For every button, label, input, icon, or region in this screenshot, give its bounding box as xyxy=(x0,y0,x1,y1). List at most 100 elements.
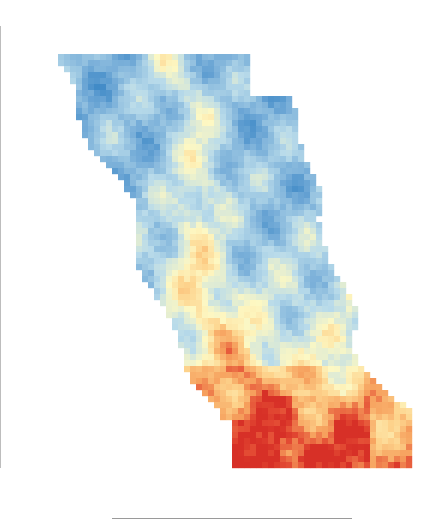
heatmap-cell xyxy=(250,270,257,277)
heatmap-cell xyxy=(142,180,149,187)
heatmap-cell xyxy=(178,240,185,247)
heatmap-cell xyxy=(244,216,251,223)
heatmap-cell xyxy=(76,96,83,103)
heatmap-cell xyxy=(178,324,185,331)
heatmap-cell xyxy=(238,420,245,427)
heatmap-cell xyxy=(226,156,233,163)
heatmap-cell xyxy=(214,180,221,187)
heatmap-cell xyxy=(280,348,287,355)
heatmap-cell xyxy=(124,144,131,151)
heatmap-cell xyxy=(292,366,299,373)
heatmap-cell xyxy=(220,78,227,85)
heatmap-cell xyxy=(190,264,197,271)
heatmap-cell xyxy=(310,204,317,211)
heatmap-cell xyxy=(220,132,227,139)
heatmap-cell xyxy=(274,108,281,115)
heatmap-cell xyxy=(262,96,269,103)
heatmap-cell xyxy=(262,216,269,223)
heatmap-cell xyxy=(220,366,227,373)
heatmap-cell xyxy=(220,174,227,181)
heatmap-cell xyxy=(64,54,71,61)
heatmap-cell xyxy=(334,276,341,283)
heatmap-cell xyxy=(388,444,395,451)
heatmap-cell xyxy=(262,354,269,361)
heatmap-cell xyxy=(124,186,131,193)
heatmap-cell xyxy=(142,258,149,265)
heatmap-cell xyxy=(202,216,209,223)
heatmap-cell xyxy=(196,264,203,271)
heatmap-cell xyxy=(250,240,257,247)
heatmap-cell xyxy=(136,168,143,175)
heatmap-cell xyxy=(304,366,311,373)
heatmap-cell xyxy=(244,168,251,175)
heatmap-cell xyxy=(256,126,263,133)
heatmap-cell xyxy=(238,144,245,151)
heatmap-cell xyxy=(286,258,293,265)
heatmap-cell xyxy=(154,126,161,133)
heatmap-cell xyxy=(280,300,287,307)
heatmap-cell xyxy=(274,180,281,187)
heatmap-cell xyxy=(280,252,287,259)
heatmap-cell xyxy=(316,342,323,349)
heatmap-cell xyxy=(250,384,257,391)
heatmap-cell xyxy=(196,210,203,217)
heatmap-cell xyxy=(142,54,149,61)
heatmap-cell xyxy=(286,264,293,271)
heatmap-cell xyxy=(244,66,251,73)
heatmap-cell xyxy=(166,294,173,301)
heatmap-cell xyxy=(226,252,233,259)
heatmap-cell xyxy=(250,324,257,331)
heatmap-cell xyxy=(208,360,215,367)
heatmap-cell xyxy=(268,300,275,307)
heatmap-cell xyxy=(268,120,275,127)
heatmap-cell xyxy=(250,216,257,223)
heatmap-cell xyxy=(256,270,263,277)
heatmap-cell xyxy=(334,366,341,373)
heatmap-cell xyxy=(406,426,413,433)
heatmap-cell xyxy=(304,378,311,385)
heatmap-cell xyxy=(256,396,263,403)
heatmap-cell xyxy=(274,120,281,127)
heatmap-cell xyxy=(250,294,257,301)
heatmap-cell xyxy=(202,336,209,343)
heatmap-cell xyxy=(118,126,125,133)
heatmap-cell xyxy=(238,462,245,469)
heatmap-cell xyxy=(238,432,245,439)
heatmap-cell xyxy=(280,342,287,349)
heatmap-cell xyxy=(238,438,245,445)
heatmap-cell xyxy=(286,108,293,115)
heatmap-cell xyxy=(232,222,239,229)
heatmap-cell xyxy=(310,186,317,193)
heatmap-cell xyxy=(292,162,299,169)
heatmap-cell xyxy=(226,366,233,373)
heatmap-cell xyxy=(190,354,197,361)
heatmap-cell xyxy=(226,300,233,307)
heatmap-cell xyxy=(106,54,113,61)
heatmap-cell xyxy=(202,330,209,337)
heatmap-cell xyxy=(250,462,257,469)
heatmap-cell xyxy=(238,366,245,373)
heatmap-cell xyxy=(262,144,269,151)
heatmap-cell xyxy=(382,432,389,439)
heatmap-cell xyxy=(310,378,317,385)
heatmap-cell xyxy=(100,132,107,139)
heatmap-cell xyxy=(202,192,209,199)
heatmap-cell xyxy=(136,96,143,103)
heatmap-cell xyxy=(196,192,203,199)
heatmap-cell xyxy=(340,318,347,325)
heatmap-cell xyxy=(316,258,323,265)
heatmap-cell xyxy=(364,372,371,379)
heatmap-cell xyxy=(274,420,281,427)
heatmap-cell xyxy=(256,354,263,361)
heatmap-cell xyxy=(154,252,161,259)
heatmap-cell xyxy=(256,336,263,343)
heatmap-cell xyxy=(244,306,251,313)
heatmap-cell xyxy=(232,438,239,445)
heatmap-cell xyxy=(94,126,101,133)
heatmap-cell xyxy=(106,78,113,85)
heatmap-cell xyxy=(100,102,107,109)
heatmap-cell xyxy=(298,420,305,427)
heatmap-cell xyxy=(232,462,239,469)
heatmap-cell xyxy=(268,216,275,223)
heatmap-cell xyxy=(124,108,131,115)
